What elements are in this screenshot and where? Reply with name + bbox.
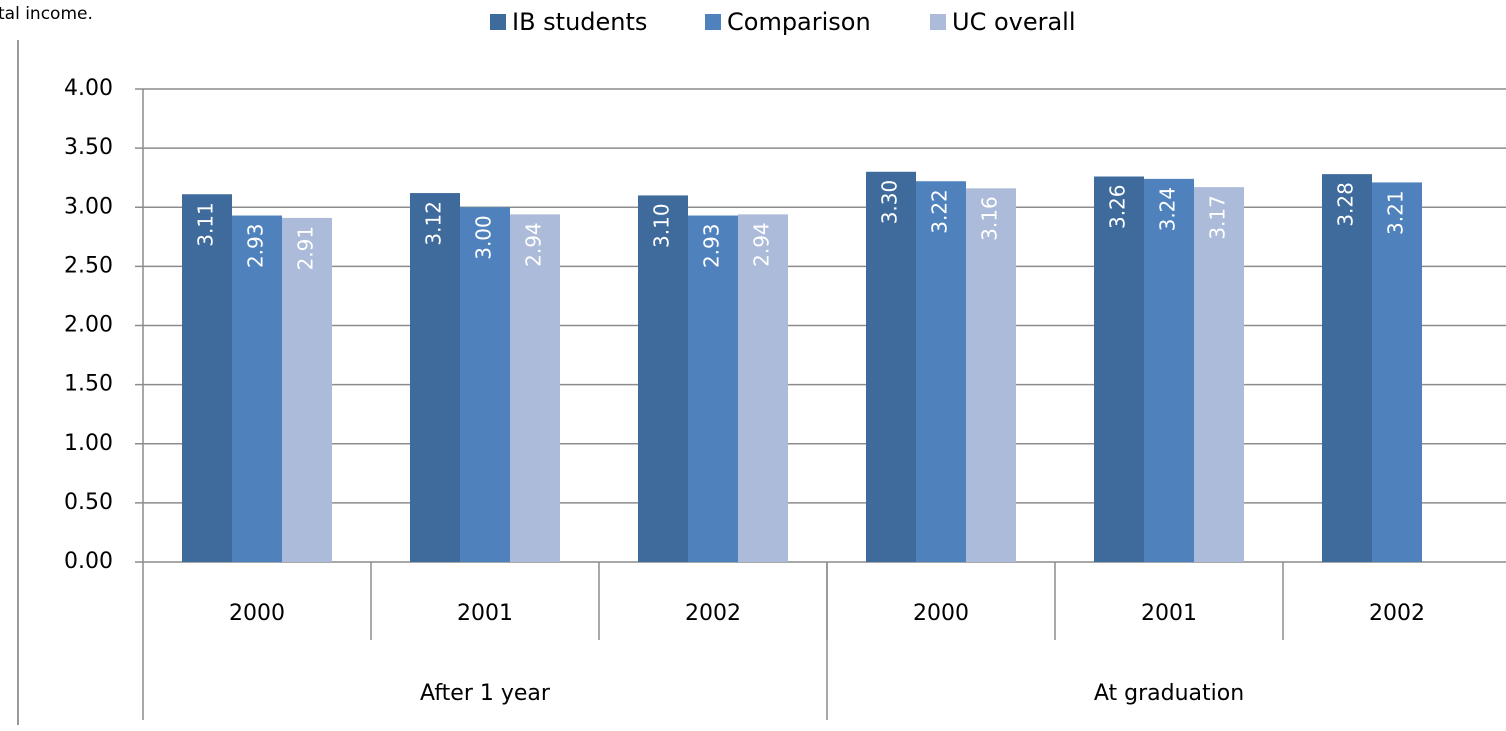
value-label: 3.16 — [978, 196, 1002, 241]
value-label: 3.24 — [1156, 187, 1180, 232]
y-tick-label: 3.50 — [64, 135, 113, 160]
group-label: After 1 year — [420, 681, 551, 706]
legend-label: Comparison — [727, 8, 871, 36]
x-tick-label: 2000 — [229, 601, 285, 626]
bar — [1144, 178, 1194, 562]
value-label: 3.22 — [928, 189, 952, 234]
annotation: tal income. — [0, 4, 93, 24]
bar — [510, 214, 560, 562]
x-tick-label: 2001 — [1141, 601, 1197, 626]
y-tick-label: 2.00 — [64, 313, 113, 338]
value-label: 3.21 — [1384, 190, 1408, 235]
value-label: 3.30 — [878, 180, 902, 225]
legend-swatch — [705, 14, 721, 30]
group-label: At graduation — [1094, 681, 1244, 706]
value-label: 2.93 — [244, 224, 268, 269]
bar — [1372, 182, 1422, 563]
bar — [1322, 174, 1372, 562]
value-label: 3.10 — [650, 203, 674, 248]
bar — [282, 217, 332, 562]
value-label: 2.94 — [522, 222, 546, 267]
value-label: 3.17 — [1206, 195, 1230, 240]
bar — [866, 171, 916, 562]
x-tick-label: 2000 — [913, 601, 969, 626]
y-tick-label: 1.50 — [64, 372, 113, 397]
x-tick-label: 2001 — [457, 601, 513, 626]
bar — [410, 193, 460, 562]
legend-label: IB students — [512, 8, 647, 36]
value-label: 2.93 — [700, 224, 724, 269]
y-tick-label: 0.50 — [64, 490, 113, 515]
y-tick-label: 3.00 — [64, 194, 113, 219]
bar — [1194, 187, 1244, 562]
y-tick-label: 4.00 — [64, 76, 113, 101]
value-label: 3.12 — [422, 201, 446, 246]
bar — [688, 215, 738, 562]
value-label: 3.26 — [1106, 185, 1130, 230]
bar — [182, 194, 232, 562]
value-label: 3.00 — [472, 215, 496, 260]
y-tick-label: 0.00 — [64, 549, 113, 574]
value-label: 2.91 — [294, 226, 318, 271]
legend-label: UC overall — [952, 8, 1076, 36]
bar — [638, 195, 688, 563]
legend-swatch — [930, 14, 946, 30]
legend-swatch — [490, 14, 506, 30]
y-tick-label: 1.00 — [64, 431, 113, 456]
value-label: 3.28 — [1334, 182, 1358, 227]
bar — [916, 181, 966, 563]
y-tick-label: 2.50 — [64, 253, 113, 278]
x-tick-label: 2002 — [685, 601, 741, 626]
value-label: 3.11 — [194, 202, 218, 247]
bar — [1094, 176, 1144, 562]
bar — [966, 188, 1016, 562]
bar — [738, 214, 788, 562]
x-tick-label: 2002 — [1369, 601, 1425, 626]
value-label: 2.94 — [750, 222, 774, 267]
bar — [460, 207, 510, 562]
bar — [232, 215, 282, 562]
